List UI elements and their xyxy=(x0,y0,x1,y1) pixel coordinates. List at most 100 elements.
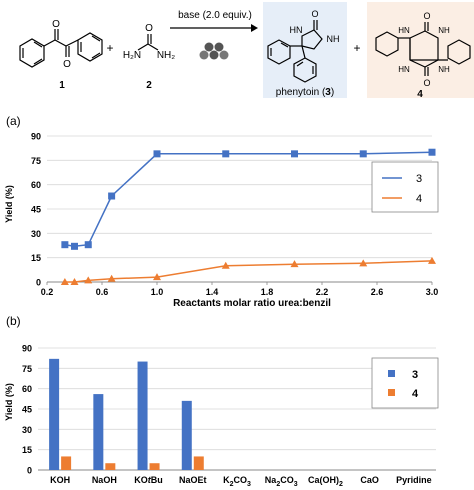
benzil-o-bottom: O xyxy=(63,59,71,70)
bar-4 xyxy=(105,463,116,470)
product4-o-bottom: O xyxy=(423,78,430,88)
category-label: Na2CO3 xyxy=(265,475,298,488)
x-tick-label: 0.2 xyxy=(41,287,54,297)
x-tick-label: 1.8 xyxy=(261,287,274,297)
data-point-4 xyxy=(428,256,436,264)
y-tick-label: 90 xyxy=(31,132,41,142)
category-label: NaOEt xyxy=(179,475,207,485)
y-tick-label: 15 xyxy=(22,445,32,455)
legend: 3 4 xyxy=(371,161,439,213)
data-point-3 xyxy=(291,150,298,158)
data-point-3 xyxy=(222,150,230,158)
legend-box xyxy=(371,161,439,213)
category-label: Pyridine xyxy=(396,475,432,485)
x-tick-label: 1.4 xyxy=(206,287,219,297)
bar-3 xyxy=(181,400,192,470)
data-point-4 xyxy=(153,273,161,281)
legend-label-4: 4 xyxy=(416,193,422,205)
category-label: NaOH xyxy=(92,475,117,485)
y-tick-label: 45 xyxy=(22,405,32,415)
product4-label: 4 xyxy=(417,89,423,100)
product4-nh-bottom: NH xyxy=(438,65,450,74)
x-tick-label: 2.2 xyxy=(316,287,329,297)
urea-nh2-right: NH₂ xyxy=(157,50,175,61)
bar-3 xyxy=(49,358,60,470)
data-point-4 xyxy=(84,276,93,284)
legend-box xyxy=(371,357,439,409)
bar-4 xyxy=(61,456,72,470)
data-point-3 xyxy=(108,192,116,200)
reaction-scheme: O O 1 + O H₂N NH₂ 2 base (2.0 equiv.) O … xyxy=(19,2,474,100)
x-tick-label: 1.0 xyxy=(151,287,164,297)
x-tick-label: 2.6 xyxy=(371,287,384,297)
legend-label-4: 4 xyxy=(412,388,419,400)
y-tick-label: 60 xyxy=(31,180,41,190)
arrow-label: base (2.0 equiv.) xyxy=(178,10,252,21)
product3-label: phenytoin (3) xyxy=(276,87,334,98)
phenytoin-hn: HN xyxy=(290,25,303,35)
x-tick-label: 0.6 xyxy=(96,287,109,297)
series-line-4 xyxy=(64,260,433,283)
y-tick-label: 30 xyxy=(22,425,32,435)
line-chart-a: (a) 0 15 30 45 60 75 90 0.2 0.6 1.0 1.4 1.8 2.2 2.6 3… xyxy=(4,114,439,309)
data-point-4 xyxy=(290,260,299,268)
phenytoin-o: O xyxy=(311,9,318,19)
data-series xyxy=(60,148,436,285)
data-point-3 xyxy=(71,242,78,250)
category-labels: KOH NaOH KOtBu NaOEt K2CO3 Na2CO3 Ca(OH)2 CaO Py… xyxy=(50,475,432,488)
y-axis-title: Yield (%) xyxy=(4,383,14,421)
benzil-o-top: O xyxy=(52,19,60,30)
grid-lines xyxy=(38,347,436,471)
ball-mill-icon xyxy=(199,42,229,60)
x-tick-label: 3.0 xyxy=(426,287,439,297)
y-tick-label: 0 xyxy=(27,466,32,476)
category-label: KOH xyxy=(50,475,70,485)
data-point-4 xyxy=(70,278,79,285)
data-point-4 xyxy=(359,259,368,267)
legend-label-3: 3 xyxy=(416,173,422,185)
product4-hn-top: HN xyxy=(398,26,410,35)
phenytoin-nh: NH xyxy=(327,34,340,44)
bar-3 xyxy=(93,394,104,470)
category-label: Ca(OH)2 xyxy=(308,475,343,488)
y-tick-label: 60 xyxy=(22,384,32,394)
reactant2-label: 2 xyxy=(146,80,152,91)
panel-label-a: (a) xyxy=(6,114,21,128)
legend-swatch-3 xyxy=(388,370,395,377)
benzil-structure xyxy=(19,29,103,68)
data-point-3 xyxy=(61,241,69,249)
y-tick-label: 0 xyxy=(36,278,41,288)
y-tick-label: 45 xyxy=(31,205,41,215)
product4-structure xyxy=(375,22,471,76)
y-tick-labels: 0 15 30 45 60 75 90 xyxy=(22,344,32,476)
product3-background xyxy=(263,2,347,98)
product4-background xyxy=(367,2,474,98)
y-tick-label: 75 xyxy=(31,156,41,166)
reactant1-label: 1 xyxy=(59,80,65,91)
y-tick-label: 30 xyxy=(31,229,41,239)
legend-swatch-4 xyxy=(388,389,395,396)
bar-4 xyxy=(193,456,204,470)
urea-o: O xyxy=(145,23,153,34)
category-label: CaO xyxy=(360,475,379,485)
legend-label-3: 3 xyxy=(412,369,418,381)
category-label: KOtBu xyxy=(134,475,163,485)
product4-nh-top: NH xyxy=(438,26,450,35)
bar-3 xyxy=(137,361,148,470)
bar-chart-b: (b) 0 15 30 45 60 75 90 Yield (%) KOH NaOH KOtBu… xyxy=(4,314,439,488)
panel-label-b: (b) xyxy=(6,314,21,328)
legend: 3 4 xyxy=(371,357,439,409)
product4-hn-bottom: HN xyxy=(398,65,410,74)
x-axis-title: Reactants molar ratio urea:benzil xyxy=(173,298,331,309)
urea-structure xyxy=(137,34,159,51)
data-point-3 xyxy=(84,241,92,249)
y-tick-labels: 0 15 30 45 60 75 90 xyxy=(31,132,41,288)
arrow-head xyxy=(251,24,258,32)
y-tick-label: 15 xyxy=(31,253,41,263)
data-point-4 xyxy=(221,261,230,269)
phenytoin-structure xyxy=(267,20,323,83)
product4-o-top: O xyxy=(423,11,430,21)
grid-lines xyxy=(46,135,433,285)
category-label: K2CO3 xyxy=(223,475,251,488)
data-point-3 xyxy=(428,148,436,156)
